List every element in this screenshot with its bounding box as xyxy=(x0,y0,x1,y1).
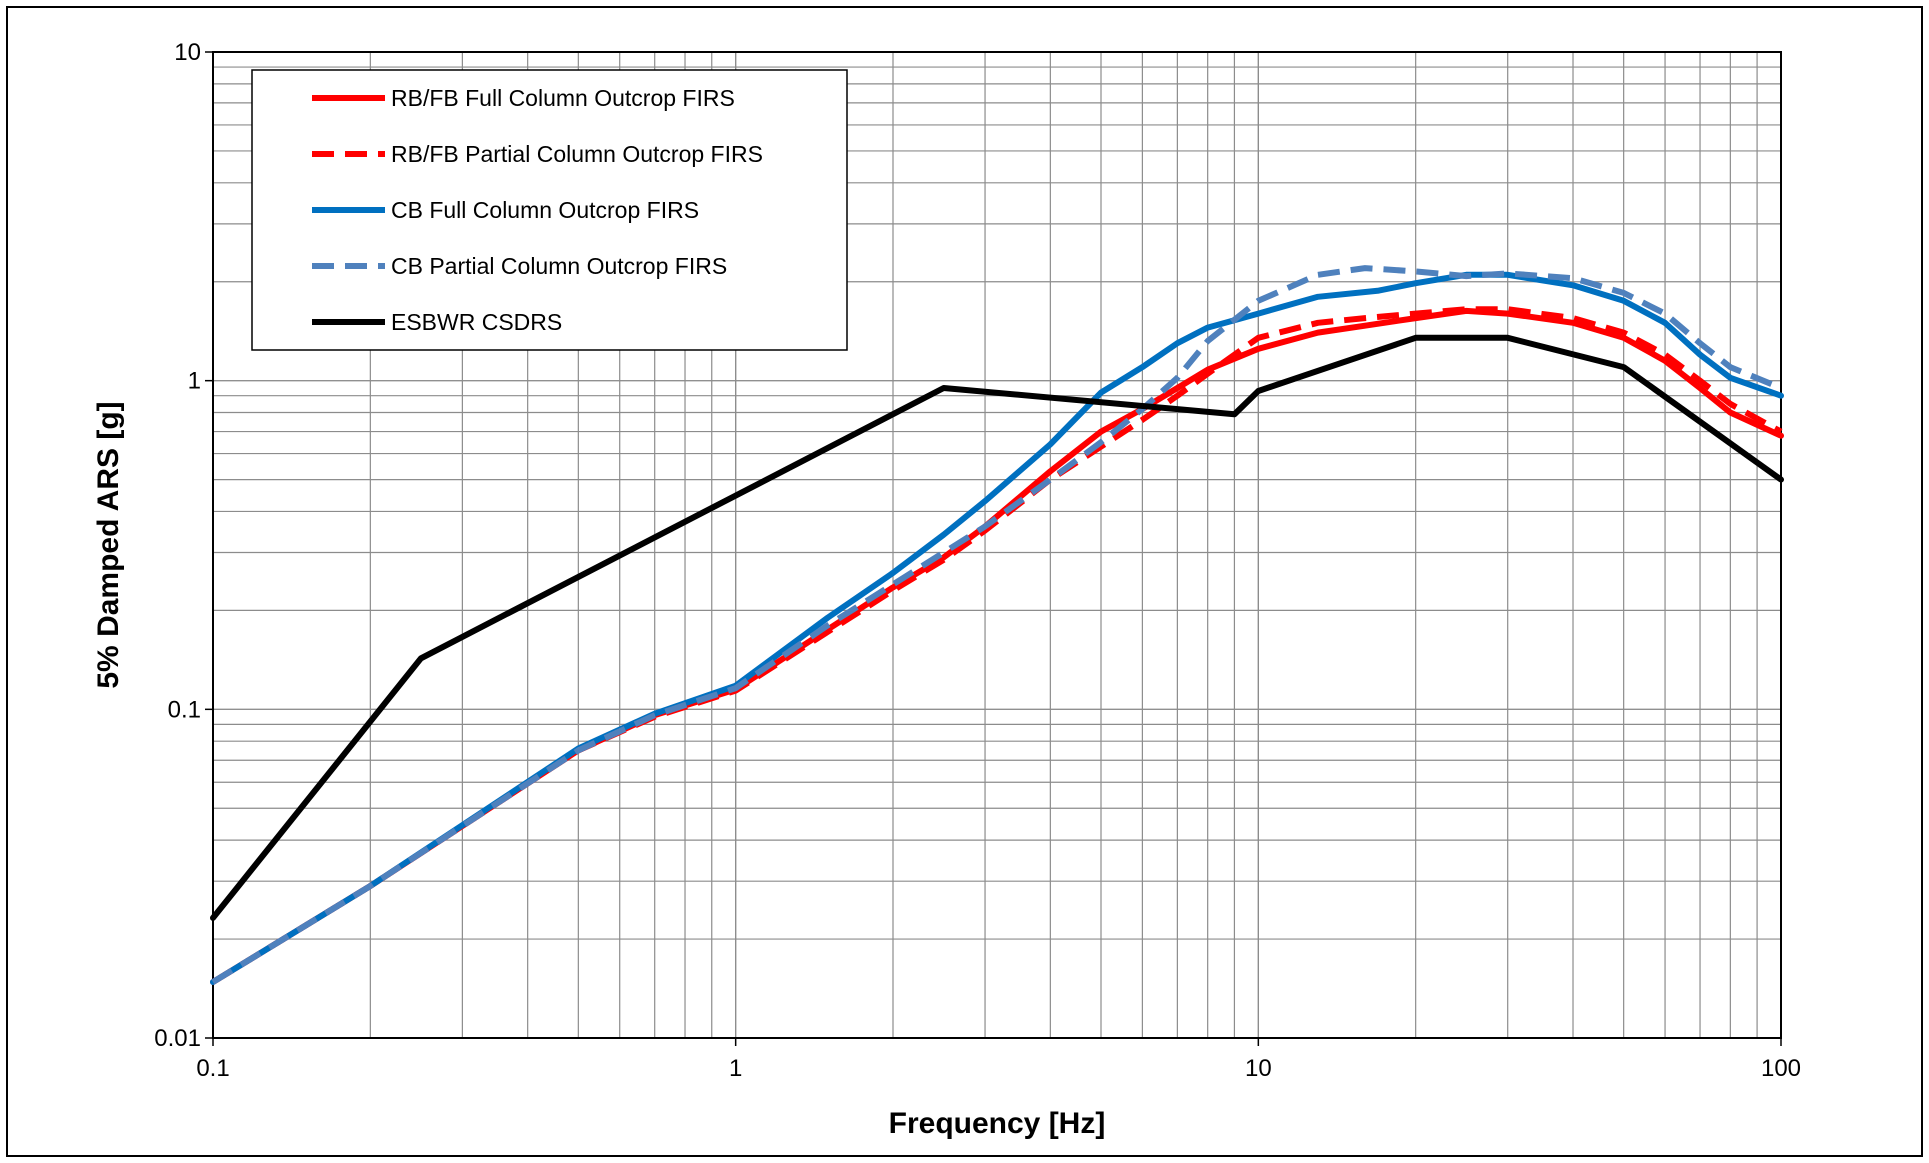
y-tick-labels: 0.01 0.1 1 10 xyxy=(154,39,213,1052)
x-tick-labels: 0.1 1 10 100 xyxy=(196,1038,1801,1082)
legend-item: RB/FB Partial Column Outcrop FIRS xyxy=(312,141,763,167)
chart-frame xyxy=(6,6,1923,1157)
x-tick-label: 1 xyxy=(729,1055,742,1082)
series-line-cb-full-column-outcrop-firs xyxy=(210,271,1784,985)
x-tick-label: 0.1 xyxy=(196,1055,229,1082)
legend-item: RB/FB Full Column Outcrop FIRS xyxy=(312,85,735,111)
legend: RB/FB Full Column Outcrop FIRS RB/FB Part… xyxy=(251,69,848,351)
legend-label: CB Full Column Outcrop FIRS xyxy=(391,197,699,223)
x-tick-label: 10 xyxy=(1245,1055,1272,1082)
legend-item: CB Partial Column Outcrop FIRS xyxy=(312,253,727,279)
y-tick-label: 0.1 xyxy=(168,696,201,723)
legend-label: RB/FB Full Column Outcrop FIRS xyxy=(391,85,735,111)
series-line-cb-partial-column-outcrop-firs xyxy=(211,265,1783,985)
x-axis-title: Frequency [Hz] xyxy=(889,1107,1106,1140)
y-tick-label: 1 xyxy=(188,368,201,395)
series-line-rb-fb-full-column-outcrop-firs xyxy=(210,307,1784,985)
x-tick-label: 100 xyxy=(1761,1055,1801,1082)
series-line-rb-fb-partial-column-outcrop-firs xyxy=(211,306,1783,985)
legend-label: RB/FB Partial Column Outcrop FIRS xyxy=(391,141,763,167)
legend-label: ESBWR CSDRS xyxy=(391,309,562,335)
y-tick-label: 10 xyxy=(174,39,201,66)
plot-area xyxy=(212,51,1782,1039)
y-tick-label: 0.01 xyxy=(154,1025,201,1052)
series-layer xyxy=(210,265,1784,985)
y-axis-title: 5% Damped ARS [g] xyxy=(92,401,125,688)
series-line-esbwr-csdrs xyxy=(210,334,1784,921)
legend-item: CB Full Column Outcrop FIRS xyxy=(312,197,699,223)
legend-label: CB Partial Column Outcrop FIRS xyxy=(391,253,727,279)
legend-item: ESBWR CSDRS xyxy=(312,309,562,335)
